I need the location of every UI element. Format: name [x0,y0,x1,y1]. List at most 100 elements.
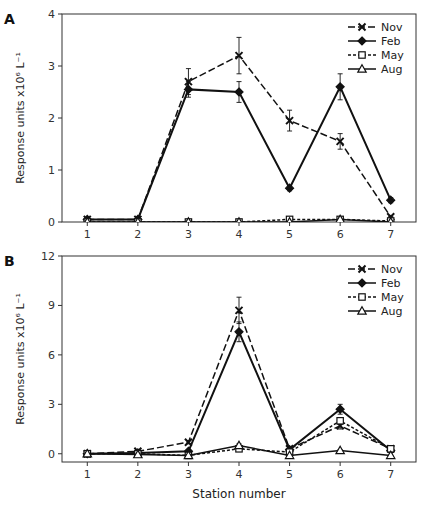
x-tick-label: 4 [236,468,243,481]
y-tick [58,305,62,306]
x-tick [87,222,88,226]
x-tick-label: 6 [337,468,344,481]
x-tick-label: 5 [286,228,293,241]
marks [83,37,395,222]
legend-marker [358,37,366,45]
x-tick [188,222,189,226]
data-point [387,218,395,222]
data-point [84,451,90,457]
y-tick-label: 3 [48,60,55,73]
data-point [336,215,344,222]
x-tick-label: 7 [387,468,394,481]
x-tick-label: 2 [134,468,141,481]
panel: 123456701234Response units x10⁶ L⁻¹ANovF… [4,8,416,241]
legend-label: Nov [381,21,403,34]
plot-frame [62,14,416,222]
x-tick [340,222,341,226]
y-axis-label: Response units x10⁶ L⁻¹ [14,293,27,425]
y-tick [58,404,62,405]
legend-marker [358,307,366,314]
series [84,37,394,222]
x-tick [239,222,240,226]
x-tick [188,462,189,466]
x-tick [137,462,138,466]
series [83,322,394,458]
data-point [337,216,343,222]
x-axis-label: Station number [192,487,285,501]
data-point [135,219,141,222]
data-point [285,451,293,458]
y-axis-label: Response units x10⁶ L⁻¹ [14,52,27,184]
data-point [236,219,242,222]
panel-label: A [4,11,15,27]
legend-marker [358,279,366,287]
plot-frame [62,256,416,462]
y-tick [58,256,62,257]
data-point [387,451,395,458]
y-tick [58,66,62,67]
y-tick [58,14,62,15]
legend-label: Nov [381,263,403,276]
data-point [184,218,192,222]
x-tick-label: 1 [84,468,91,481]
x-tick [87,462,88,466]
x-tick-label: 7 [387,228,394,241]
data-point [286,117,293,124]
legend-marker [359,266,366,273]
data-point [83,218,91,222]
data-point [134,449,142,457]
y-tick-label: 3 [48,398,55,411]
data-point [387,196,395,204]
y-tick-label: 0 [48,216,55,229]
data-point [84,450,91,457]
series [84,216,394,222]
legend-label: Aug [381,63,402,76]
x-tick [390,222,391,226]
legend-label: Feb [381,35,400,48]
series [83,74,394,222]
panel: 1234567036912Response units x10⁶ L⁻¹Stat… [4,250,416,501]
y-tick [58,118,62,119]
x-tick-label: 2 [134,228,141,241]
marks [83,297,395,458]
data-point [337,138,344,145]
error-bar [338,134,343,150]
data-point [388,218,394,222]
series-line [87,421,390,456]
x-tick [239,462,240,466]
chart-svg: 123456701234Response units x10⁶ L⁻¹ANovF… [0,0,428,515]
y-tick-label: 6 [48,349,55,362]
data-point [236,307,243,314]
y-tick-label: 1 [48,164,55,177]
series [84,418,394,459]
legend-marker [358,65,366,72]
data-point [134,218,142,222]
data-point [184,451,192,458]
data-point [336,446,344,453]
data-point [135,451,141,457]
x-tick-label: 4 [236,228,243,241]
data-point [184,85,192,93]
x-tick-label: 6 [337,228,344,241]
x-tick-label: 5 [286,468,293,481]
x-tick [289,462,290,466]
data-point [336,405,344,413]
y-tick [58,170,62,171]
page: {"chart_data": [ {"type": "line", "title… [0,0,428,515]
error-bar [237,37,242,73]
legend-marker [359,294,365,300]
series-line [87,87,390,220]
data-point [336,83,344,91]
data-point [185,452,191,458]
x-tick-label: 3 [185,468,192,481]
data-point [337,418,343,424]
series-line [87,56,390,220]
series [83,215,395,222]
data-point [236,52,243,59]
legend-label: May [381,49,404,62]
x-tick-label: 1 [84,228,91,241]
data-point [84,219,90,222]
y-tick [58,354,62,355]
y-tick-label: 9 [48,299,55,312]
legend-label: Feb [381,277,400,290]
